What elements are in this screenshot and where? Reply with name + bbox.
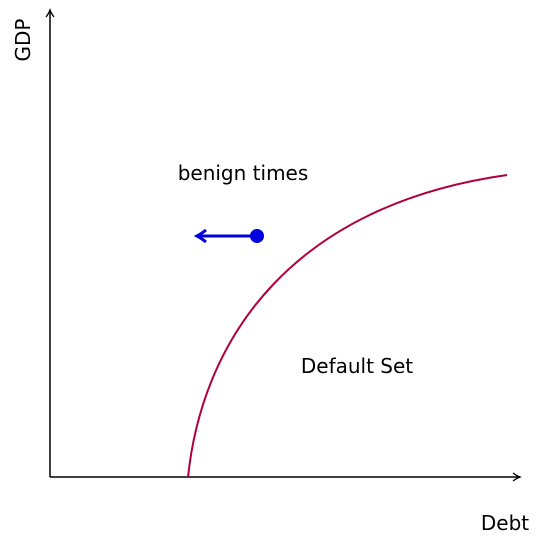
y-axis-label: GDP: [11, 19, 35, 62]
state-dot: [250, 229, 264, 243]
default-boundary: [187, 174, 508, 478]
region-label: benign times: [178, 161, 309, 185]
x-axis-label: Debt: [481, 511, 529, 535]
region-label: Default Set: [301, 354, 413, 378]
